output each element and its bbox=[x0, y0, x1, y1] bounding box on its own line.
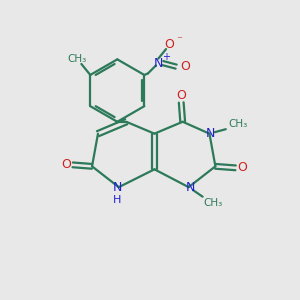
Text: CH₃: CH₃ bbox=[67, 54, 86, 64]
Text: N: N bbox=[154, 57, 163, 70]
Text: N: N bbox=[112, 181, 122, 194]
Text: O: O bbox=[180, 60, 190, 73]
Text: H: H bbox=[113, 195, 122, 205]
Text: O: O bbox=[176, 89, 186, 102]
Text: ⁻: ⁻ bbox=[176, 35, 182, 45]
Text: +: + bbox=[162, 52, 170, 61]
Text: O: O bbox=[61, 158, 71, 171]
Text: CH₃: CH₃ bbox=[228, 119, 247, 129]
Text: O: O bbox=[165, 38, 175, 51]
Text: N: N bbox=[185, 181, 195, 194]
Text: O: O bbox=[237, 161, 247, 174]
Text: N: N bbox=[206, 127, 216, 140]
Text: CH₃: CH₃ bbox=[204, 198, 223, 208]
